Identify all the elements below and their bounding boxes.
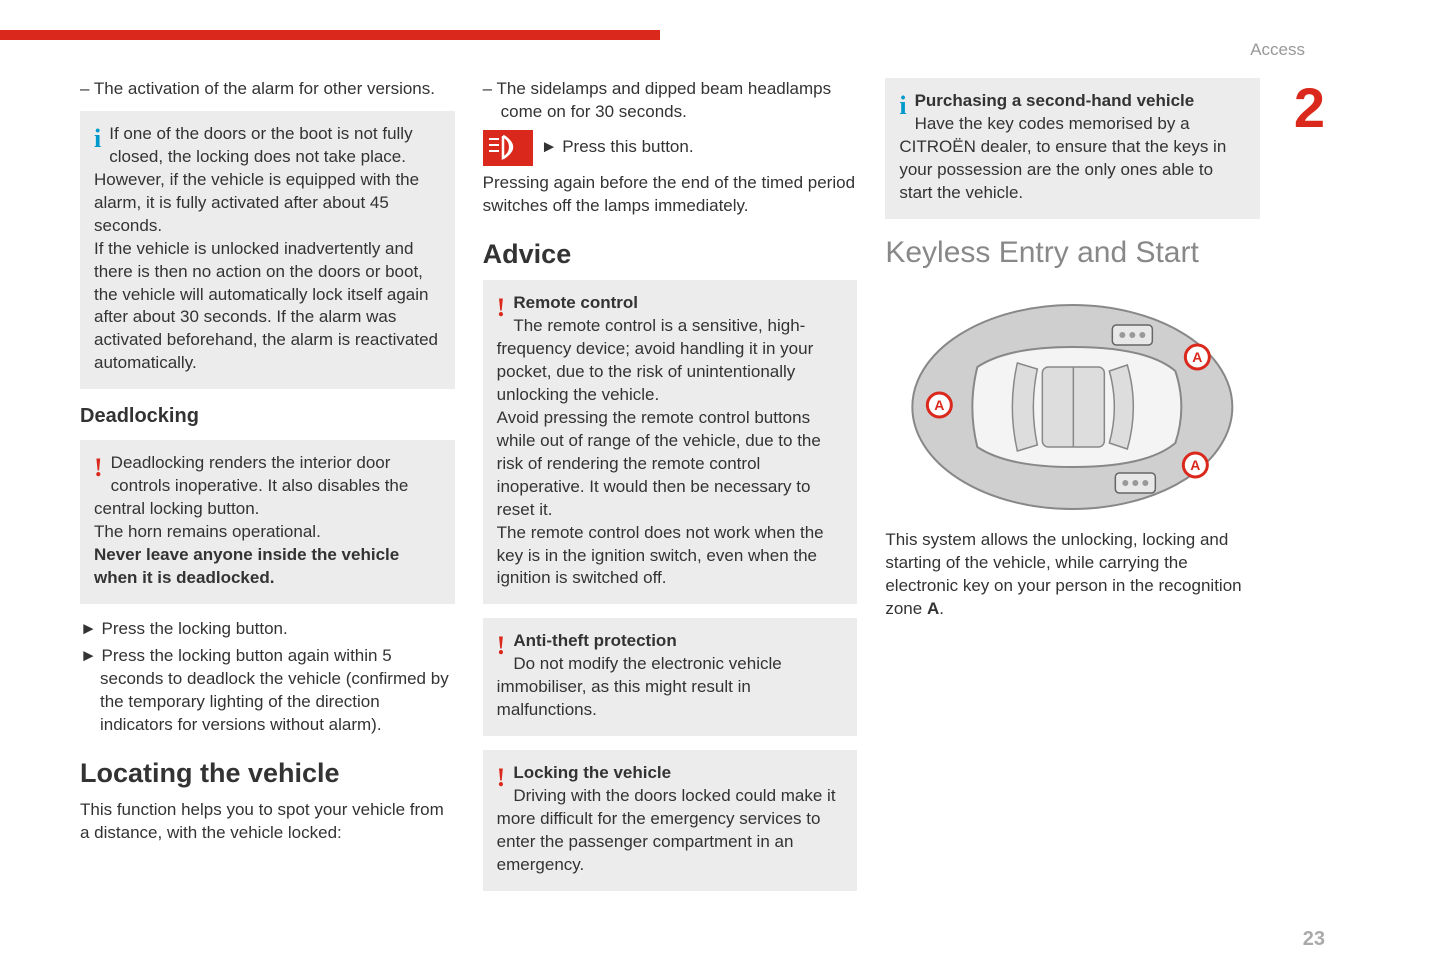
info-icon: i — [94, 121, 101, 156]
info-secondhand: i Purchasing a second-hand vehicle Have … — [885, 78, 1260, 219]
keyless-heading: Keyless Entry and Start — [885, 233, 1260, 274]
warning-locking: ! Locking the vehicle Driving with the d… — [483, 750, 858, 891]
warning-text-bold: Never leave anyone inside the vehicle wh… — [94, 545, 399, 587]
warning-text: Deadlocking renders the interior door co… — [94, 453, 408, 541]
deadlock-step-2: ► Press the locking button again within … — [80, 645, 455, 737]
remote-body: The remote control is a sensitive, high-… — [497, 316, 824, 587]
locking-title: Locking the vehicle — [513, 763, 671, 782]
press-again-text: Pressing again before the end of the tim… — [483, 172, 858, 218]
antitheft-body: Do not modify the electronic vehicle imm… — [497, 654, 782, 719]
advice-heading: Advice — [483, 236, 858, 272]
press-button-text: ► Press this button. — [541, 136, 694, 159]
info-box-door-closing: i If one of the doors or the boot is not… — [80, 111, 455, 389]
section-label: Access — [1250, 40, 1305, 60]
press-button-row: ► Press this button. — [483, 130, 858, 166]
headlight-icon — [483, 130, 533, 166]
column-3: i Purchasing a second-hand vehicle Have … — [885, 78, 1260, 905]
locking-body: Driving with the doors locked could make… — [497, 786, 836, 874]
lamps-note: – The sidelamps and dipped beam headlamp… — [483, 78, 858, 124]
warning-icon: ! — [497, 290, 506, 325]
alarm-activation-note: – The activation of the alarm for other … — [80, 78, 455, 101]
svg-text:A: A — [1191, 457, 1201, 473]
secondhand-body: Have the key codes memorised by a CITROË… — [899, 114, 1226, 202]
warning-icon: ! — [497, 628, 506, 663]
svg-text:A: A — [935, 397, 945, 413]
deadlock-step-1: ► Press the locking button. — [80, 618, 455, 641]
locating-heading: Locating the vehicle — [80, 755, 455, 791]
chapter-number: 2 — [1294, 75, 1325, 140]
keyless-text: This system allows the unlocking, lockin… — [885, 529, 1260, 621]
svg-text:A: A — [1193, 349, 1203, 365]
locating-text: This function helps you to spot your veh… — [80, 799, 455, 845]
warning-remote-control: ! Remote control The remote control is a… — [483, 280, 858, 604]
info-icon: i — [899, 88, 906, 123]
column-2: – The sidelamps and dipped beam headlamp… — [483, 78, 858, 905]
antitheft-title: Anti-theft protection — [513, 631, 676, 650]
keyless-text-p2: . — [939, 599, 944, 618]
top-accent-bar — [0, 30, 660, 40]
column-1: – The activation of the alarm for other … — [80, 78, 455, 905]
content-columns: – The activation of the alarm for other … — [80, 78, 1260, 905]
warning-icon: ! — [94, 450, 103, 485]
info-text: If one of the doors or the boot is not f… — [94, 124, 438, 372]
warning-icon: ! — [497, 760, 506, 795]
keyless-zone-label: A — [927, 599, 939, 618]
page-number: 23 — [1303, 928, 1325, 951]
secondhand-title: Purchasing a second-hand vehicle — [915, 91, 1195, 110]
warning-deadlocking: ! Deadlocking renders the interior door … — [80, 440, 455, 604]
keyless-diagram: A A A — [885, 287, 1260, 517]
warning-antitheft: ! Anti-theft protection Do not modify th… — [483, 618, 858, 736]
deadlocking-heading: Deadlocking — [80, 403, 455, 430]
remote-title: Remote control — [513, 293, 638, 312]
